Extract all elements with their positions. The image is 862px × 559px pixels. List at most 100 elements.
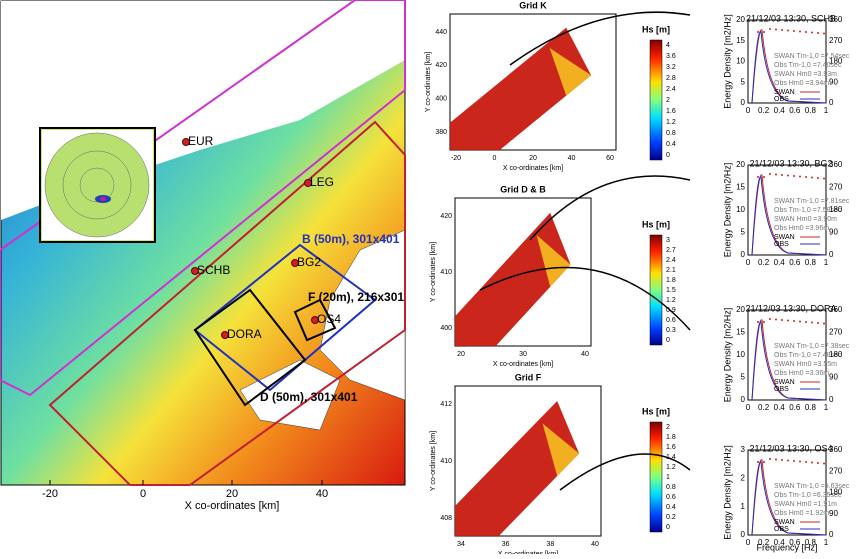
x-tick-label: 0.4 (774, 258, 786, 267)
legend-label: SWAN (774, 89, 795, 96)
x-tick-label: 30 (519, 351, 527, 358)
colorbar-tick-label: 3.6 (666, 53, 676, 60)
legend-label: OBS (774, 241, 789, 248)
direction-dot (805, 461, 807, 463)
y-tick-label: 410 (440, 458, 452, 465)
y-tick-label: 3 (741, 445, 746, 454)
station (191, 267, 199, 275)
x-tick-label: 1 (824, 538, 829, 547)
colorbar-tick-label: 1.4 (666, 454, 676, 461)
y-tick-label: 0 (741, 530, 746, 539)
y-tick-label: 5 (741, 77, 746, 86)
x-tick-label: 0 (746, 258, 751, 267)
y2-tick-label: 270 (829, 183, 843, 192)
x-tick-label: 40 (591, 541, 599, 548)
y-tick-label: 5 (741, 228, 746, 237)
direction-dot (817, 32, 819, 34)
direction-dot (763, 176, 765, 178)
legend-label: OBS (774, 386, 789, 393)
y-axis-label: Energy Density [m2/Hz] (722, 308, 732, 403)
y-axis-label: Energy Density [m2/Hz] (722, 163, 732, 258)
y-tick-label: 412 (440, 401, 452, 408)
y-tick-label: 15 (736, 36, 745, 45)
colorbar-tick-label: 0.4 (666, 141, 676, 148)
spectrum-stat: SWAN Tm-1,0 =7.54sec (774, 53, 850, 60)
wave-field-edge (549, 48, 592, 96)
colorbar-label: Hs [m] (642, 406, 670, 416)
colorbar-tick-label: 2.7 (666, 247, 676, 254)
spectrum-stat: SWAN Tm-1,0 =5.63sec (774, 483, 850, 490)
y-tick-label: 400 (440, 325, 452, 332)
x-tick-label: 0.2 (758, 106, 770, 115)
x-tick-label: 38 (546, 541, 554, 548)
y-axis-label: Y co-ordinates [km] (425, 52, 432, 112)
grid-label: D (50m), 301x401 (260, 390, 358, 404)
y2-tick-label: 90 (829, 509, 838, 518)
direction-dot (787, 29, 789, 32)
colorbar-tick-label: 1.2 (666, 464, 676, 471)
x-tick-label: 0.2 (758, 403, 770, 412)
obs-curve (751, 31, 827, 104)
spectrum-stat: Obs Hm0 =1.92m (774, 510, 829, 517)
direction-dot (805, 321, 807, 323)
direction-dot (781, 29, 783, 31)
colorbar-tick-label: 1.6 (666, 444, 676, 451)
y-tick-label: 5 (741, 373, 746, 382)
x-tick-label: 0 (140, 488, 146, 500)
colorbar-label: Hs [m] (642, 24, 670, 34)
y-tick-label: 380 (435, 129, 447, 136)
y2-tick-label: 180 (829, 350, 843, 359)
direction-dot (817, 462, 819, 464)
x-tick-label: 1 (824, 258, 829, 267)
spectrum-stat: SWAN Tm-1,0 =7.38sec (774, 343, 850, 350)
x-tick-label: 0 (493, 155, 497, 162)
station (291, 259, 299, 267)
y-axis-label: Y co-ordinates [km] (430, 431, 437, 491)
x-tick-label: 0.8 (805, 403, 817, 412)
panel-title: Grid D & B (500, 184, 546, 194)
station (221, 331, 229, 339)
y2-tick-label: 360 (829, 305, 843, 314)
y-tick-label: 420 (435, 62, 447, 69)
colorbar-tick-label: 0.8 (666, 130, 676, 137)
x-tick-label: 0 (746, 538, 751, 547)
direction-dot (811, 176, 813, 179)
colorbar (649, 39, 663, 161)
legend-label: SWAN (774, 519, 795, 526)
station-label: OS4 (317, 312, 341, 326)
direction-dot (823, 177, 825, 180)
direction-dot (775, 458, 777, 461)
spectrum-stat: Obs Tm-1,0 =7.58sec (774, 207, 842, 214)
direction-dot (805, 176, 807, 178)
y2-tick-label: 180 (829, 488, 843, 497)
direction-dot (769, 318, 771, 320)
x-axis-label: X co-ordinates [km] (493, 361, 553, 368)
y2-tick-label: 180 (829, 57, 843, 66)
spectrum-stat: Obs Tm-1,0 =7.48sec (774, 352, 842, 359)
direction-dot (805, 31, 807, 33)
x-tick-label: 40 (316, 488, 328, 500)
station-label: EUR (188, 134, 214, 148)
x-tick-label: 0.8 (805, 106, 817, 115)
arrows (479, 11, 691, 491)
spectrum-title: 21/12/03 13:30, OS4 (749, 443, 832, 453)
legend-label: OBS (774, 96, 789, 103)
y-axis-label: Y co-ordinates [km] (430, 242, 437, 302)
colorbar-tick-label: 1.5 (666, 287, 676, 294)
x-tick-label: 36 (502, 541, 510, 548)
spectrum-stat: SWAN Hm0 =3.90m (774, 216, 837, 223)
main-map (0, 0, 406, 486)
y2-tick-label: 0 (829, 250, 834, 259)
colorbar-tick-label: 0.3 (666, 327, 676, 334)
spectrum-stat: Obs Hm0 =3.94m (774, 80, 829, 87)
x-tick-label: 34 (457, 541, 465, 548)
x-tick-label: 0 (746, 403, 751, 412)
colorbar-tick-label: 3.2 (666, 64, 676, 71)
direction-dot (823, 462, 825, 465)
colorbar-tick-label: 0 (666, 337, 670, 344)
direction-dot (763, 461, 765, 463)
colorbar-tick-label: 0.4 (666, 504, 676, 511)
y-tick-label: 20 (736, 15, 745, 24)
colorbar-tick-label: 4 (666, 42, 670, 49)
